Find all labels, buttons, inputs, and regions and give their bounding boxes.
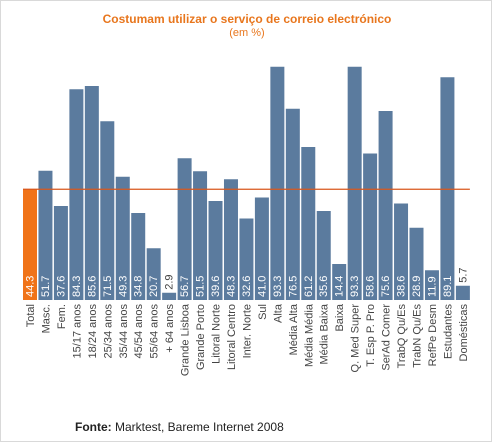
category-label: Alta <box>272 303 284 323</box>
data-label: 85.6 <box>86 276 98 297</box>
category-label: Média Alta <box>288 303 300 355</box>
category-label: Q. Med Super <box>350 304 362 373</box>
data-label: 84.3 <box>71 276 83 297</box>
bar <box>455 285 470 300</box>
category-label: Média Baixa <box>319 303 331 364</box>
data-label: 76.5 <box>287 276 299 297</box>
bar <box>270 66 285 300</box>
bar-chart: 44.3 51.7 37.6 84.3 85.6 71.5 49.3 34.8 20.7 2.9 5… <box>23 66 470 376</box>
data-label: 39.6 <box>210 276 222 297</box>
bar <box>146 248 161 300</box>
bar <box>347 66 362 300</box>
category-label: Masc. <box>40 304 52 333</box>
data-label: 51.7 <box>40 276 52 297</box>
category-label: Fem. <box>56 304 68 329</box>
category-label: 25/34 anos <box>102 304 114 359</box>
bar <box>424 270 439 300</box>
chart-subtitle: (em %) <box>229 27 265 39</box>
data-label: 93.3 <box>349 276 361 297</box>
source-text: Marktest, Bareme Internet 2008 <box>111 420 284 434</box>
data-label: 2.9 <box>164 274 176 289</box>
data-label: 93.3 <box>272 276 284 297</box>
category-label: Litoral Centro <box>226 304 238 370</box>
data-label: 37.6 <box>55 276 67 297</box>
category-label: Total <box>25 304 37 327</box>
source-label: Fonte: <box>75 420 112 434</box>
bar <box>316 211 331 300</box>
category-label: Estudantes <box>442 304 454 360</box>
data-label: 20.7 <box>148 276 160 297</box>
bar <box>239 218 254 300</box>
category-label: 55/64 anos <box>149 304 161 359</box>
data-label: 28.9 <box>411 276 423 297</box>
category-label: Média Média <box>303 303 315 367</box>
bar <box>177 158 192 300</box>
category-label: + 64 anos <box>164 304 176 353</box>
bar <box>208 201 223 300</box>
bar <box>162 292 177 300</box>
bar <box>69 89 84 300</box>
bar <box>378 111 393 300</box>
data-label: 41.0 <box>256 276 268 297</box>
data-label: 71.5 <box>102 276 114 297</box>
data-label: 58.6 <box>365 276 377 297</box>
bar <box>223 179 238 300</box>
category-label: 15/17 anos <box>71 304 83 359</box>
data-label: 11.9 <box>426 276 438 297</box>
data-label: 14.4 <box>334 276 346 297</box>
bar <box>115 176 130 300</box>
category-label: Litoral Norte <box>211 304 223 364</box>
data-label: 34.8 <box>133 276 145 297</box>
category-label: Domésticas <box>458 304 470 362</box>
category-label: T. Esp P. Pro <box>365 304 377 367</box>
bar <box>84 86 99 300</box>
bar <box>440 77 455 300</box>
data-label: 44.3 <box>25 276 37 297</box>
bar <box>285 108 300 300</box>
category-label: Sul <box>257 304 269 320</box>
category-label: TrabQ Qu/Es <box>396 304 408 369</box>
category-label: RefPe Desm <box>427 304 439 366</box>
data-label: 5.7 <box>457 267 469 282</box>
bar <box>394 203 409 300</box>
category-label: Grande Lisboa <box>180 303 192 376</box>
category-label: 45/54 anos <box>133 304 145 359</box>
data-label: 35.6 <box>318 276 330 297</box>
bar <box>301 147 316 300</box>
chart-title: Costumam utilizar o serviço de correio e… <box>102 12 392 26</box>
bar <box>193 171 208 300</box>
bar <box>332 264 347 300</box>
bar <box>53 206 68 300</box>
bar <box>23 189 37 300</box>
bar <box>131 213 146 300</box>
bar <box>363 153 378 300</box>
data-label: 32.6 <box>241 276 253 297</box>
category-label: SerAd Comer <box>381 304 393 371</box>
source-note: Fonte: Marktest, Bareme Internet 2008 <box>75 420 284 434</box>
data-label: 49.3 <box>117 276 129 297</box>
data-label: 75.6 <box>380 276 392 297</box>
category-label: 35/44 anos <box>118 304 130 359</box>
category-label: Grande Porto <box>195 304 207 370</box>
data-label: 38.6 <box>396 276 408 297</box>
bar <box>38 170 53 300</box>
bar <box>409 227 424 300</box>
data-label: 48.3 <box>225 276 237 297</box>
bar <box>100 121 115 300</box>
data-label: 56.7 <box>179 276 191 297</box>
category-label: 18/24 anos <box>87 304 99 359</box>
category-label: Baixa <box>334 303 346 331</box>
category-label: Inter. Norte <box>241 304 253 358</box>
data-label: 51.5 <box>195 276 207 297</box>
category-label: TrabN Qu/Es <box>412 304 424 368</box>
data-label: 61.2 <box>303 276 315 297</box>
bar <box>254 197 269 300</box>
data-label: 89.1 <box>442 276 454 297</box>
